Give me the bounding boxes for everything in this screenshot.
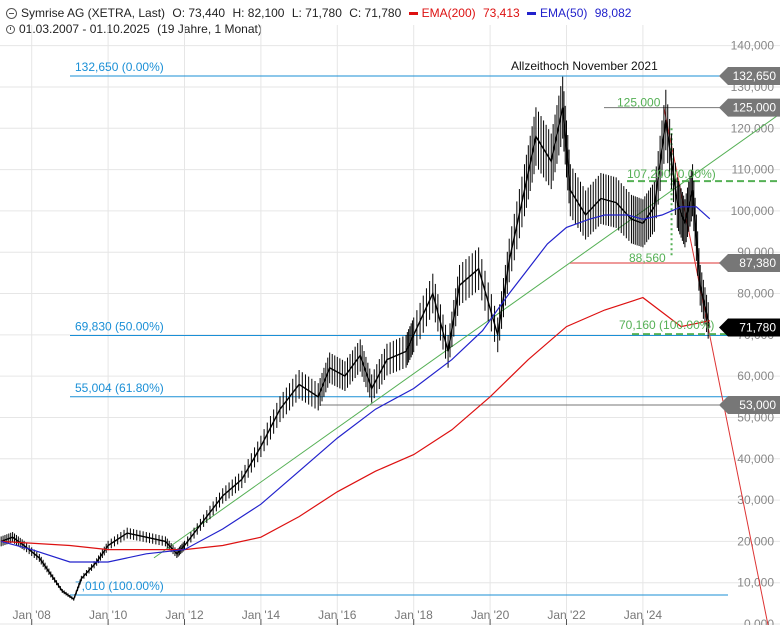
date-range: 01.03.2007 - 01.10.2025: [19, 22, 150, 36]
x-tick-label: Jan '12: [165, 608, 204, 622]
period-label: (19 Jahre, 1 Monat): [157, 22, 262, 36]
ema200-line: [1, 296, 710, 551]
symbol-title: Symrise AG (XETRA, Last): [21, 6, 166, 20]
open-value: O: 73,440: [172, 6, 226, 20]
annotation-125000: 125,000: [617, 96, 661, 110]
x-tick-label: Jan '10: [89, 608, 128, 622]
y-tick-label: 60,000: [737, 369, 774, 383]
ema200-swatch-icon: [408, 12, 418, 16]
y-tick-label: 0,000: [744, 617, 774, 625]
price-tag-label: 71,780: [739, 320, 776, 334]
x-tick-label: Jan '08: [13, 608, 52, 622]
ema200-value: 73,413: [482, 6, 520, 20]
fib-level-label: 132,650 (0.00%): [75, 60, 164, 74]
price-tag: [719, 318, 780, 337]
fib-level-label: 69,830 (50.00%): [75, 320, 164, 334]
x-tick-label: Jan '18: [395, 608, 434, 622]
fib-level-label: 55,004 (61.80%): [75, 381, 164, 395]
y-tick-label: 140,000: [731, 39, 775, 53]
y-tick-label: 80,000: [737, 287, 774, 301]
annotation-88560: 88,560: [629, 251, 666, 265]
price-tag-label: 87,380: [739, 256, 776, 270]
price-tag-label: 132,650: [733, 69, 777, 83]
price-tag: [719, 98, 780, 117]
ema50-label: EMA(50): [540, 6, 588, 20]
x-tick-label: Jan '22: [547, 608, 586, 622]
close-value: C: 71,780: [349, 6, 402, 20]
fib-level-label: 7,010 (100.00%): [75, 579, 164, 593]
ema50-value: 98,082: [594, 6, 632, 20]
annotation-107200: 107,200 (0.00%): [627, 167, 716, 181]
high-value: H: 82,100: [232, 6, 285, 20]
y-tick-label: 40,000: [737, 452, 774, 466]
chart-header: Symrise AG (XETRA, Last) O: 73,440 H: 82…: [6, 6, 635, 20]
price-tag-label: 53,000: [739, 398, 776, 412]
ema50-line: [0, 206, 711, 563]
y-tick-label: 120,000: [731, 121, 775, 135]
y-tick-label: 20,000: [737, 534, 774, 548]
price-tag-label: 125,000: [733, 101, 777, 115]
price-tag: [719, 396, 780, 415]
annotation-ath: Allzeithoch November 2021: [511, 59, 658, 73]
price-tag: [719, 254, 780, 273]
x-tick-label: Jan '14: [242, 608, 281, 622]
y-tick-label: 30,000: [737, 493, 774, 507]
clock-icon: [6, 25, 15, 35]
x-tick-label: Jan '16: [318, 608, 357, 622]
x-tick-label: Jan '20: [471, 608, 510, 622]
y-tick-label: 10,000: [737, 576, 774, 590]
x-tick-label: Jan '24: [624, 608, 663, 622]
y-tick-label: 110,000: [732, 163, 775, 177]
low-value: L: 71,780: [291, 6, 342, 20]
ema50-swatch-icon: [527, 12, 537, 16]
ema200-label: EMA(200): [421, 6, 476, 20]
annotation-70160: 70,160 (100.00%): [619, 318, 714, 332]
y-tick-label: 100,000: [731, 204, 775, 218]
collapse-icon[interactable]: [6, 8, 17, 20]
price-tag: [719, 67, 780, 86]
chart-subheader: 01.03.2007 - 01.10.2025 (19 Jahre, 1 Mon…: [6, 22, 266, 36]
